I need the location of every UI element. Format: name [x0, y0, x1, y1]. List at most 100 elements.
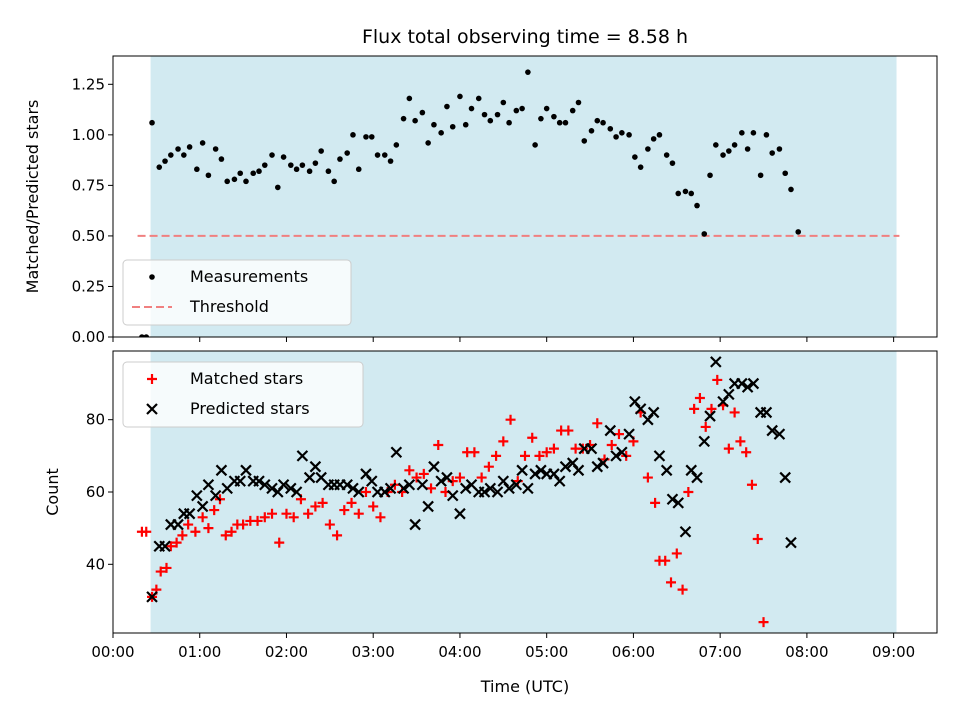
predicted-star-point	[296, 450, 309, 462]
measurement-point	[562, 119, 569, 126]
predicted-star-point	[259, 478, 271, 491]
matched-star-point	[353, 508, 364, 519]
measurement-point	[331, 178, 337, 185]
matched-star-point	[729, 407, 740, 418]
matched-star-point	[418, 468, 429, 479]
measurement-point	[494, 111, 501, 118]
measurement-point	[688, 190, 695, 197]
measurement-point	[181, 152, 187, 158]
measurement-point	[224, 178, 231, 185]
matched-star-point	[226, 526, 237, 537]
measurement-point	[782, 170, 789, 177]
predicted-star-point	[679, 525, 692, 538]
measurement-point	[556, 119, 563, 126]
predicted-star-point	[616, 446, 628, 459]
x-axis-label: Time (UTC)	[480, 677, 569, 696]
predicted-star-point	[172, 518, 184, 531]
measurement-point	[199, 140, 206, 146]
measurement-point	[438, 130, 444, 136]
measurement-point	[575, 99, 582, 106]
measurement-point	[449, 123, 456, 130]
measurement-point	[763, 132, 770, 138]
x-tick-label: 01:00	[178, 643, 221, 661]
matched-star-point	[746, 479, 757, 490]
y-tick-label: 1.00	[72, 126, 105, 144]
predicted-star-point	[303, 471, 316, 484]
measurement-point	[156, 164, 163, 170]
predicted-star-point	[704, 410, 716, 422]
matched-star-point	[197, 512, 208, 523]
matched-star-point	[317, 497, 328, 508]
predicted-star-point	[234, 475, 246, 487]
measurement-point	[650, 136, 657, 142]
predicted-star-point	[773, 428, 786, 440]
measurement-point	[243, 178, 249, 185]
matched-star-point	[339, 505, 350, 516]
matched-star-point	[476, 472, 487, 483]
measurement-point	[344, 150, 350, 156]
matched-star-point	[613, 429, 624, 440]
measurement-point	[212, 146, 219, 152]
predicted-star-point	[240, 464, 252, 477]
matched-star-point	[375, 512, 386, 523]
measurement-point	[543, 105, 550, 112]
predicted-star-point	[553, 475, 566, 487]
measurement-point	[162, 158, 168, 164]
matched-star-point	[483, 461, 494, 472]
y-tick-label: 0.00	[72, 328, 105, 346]
legend: Measurements Threshold	[122, 259, 352, 326]
predicted-star-point	[435, 475, 447, 487]
matched-star-point	[183, 519, 194, 530]
predicted-star-point	[779, 471, 791, 484]
predicted-star-point	[647, 406, 660, 419]
matched-star-point	[491, 450, 502, 461]
legend-label: Matched stars	[190, 369, 303, 388]
measurement-point	[600, 119, 606, 126]
predicted-star-point	[352, 486, 365, 498]
matched-star-point	[683, 487, 694, 497]
matched-star-point	[426, 483, 437, 494]
matched-star-point	[712, 374, 723, 385]
y-axis-label: Matched/Predicted stars	[23, 100, 42, 294]
predicted-star-point	[736, 377, 748, 390]
panel-flux-ratio: 0.00 0.25 0.50 0.75 1.00 1.25 Flux total obser…	[23, 26, 938, 346]
matched-star-point	[548, 443, 559, 454]
matched-star-point	[252, 515, 263, 526]
predicted-star-point	[196, 500, 209, 513]
measurement-point	[288, 162, 294, 168]
measurement-point	[168, 152, 174, 158]
matched-star-point	[259, 512, 270, 523]
predicted-star-point	[416, 478, 429, 491]
measurement-point	[400, 115, 407, 122]
matched-star-point	[303, 508, 314, 519]
measurement-point	[769, 150, 775, 156]
measurement-point	[569, 107, 576, 114]
legend-label: Predicted stars	[190, 399, 310, 418]
predicted-star-point	[653, 450, 666, 462]
matched-star-point	[324, 519, 335, 530]
measurement-point	[374, 152, 381, 158]
measurement-point	[757, 172, 764, 179]
measurement-point	[325, 168, 332, 175]
measurement-point	[312, 160, 319, 166]
measurement-point	[250, 170, 257, 177]
matched-star-point	[689, 403, 700, 414]
matched-star-point	[700, 421, 711, 432]
predicted-star-point	[597, 457, 609, 469]
matched-star-point	[563, 425, 574, 436]
legend-dot-marker	[149, 274, 155, 280]
legend-box	[122, 259, 352, 326]
predicted-star-point	[446, 489, 459, 502]
predicted-star-point	[766, 424, 778, 437]
matched-star-point	[267, 508, 278, 519]
matched-star-point	[433, 440, 444, 450]
matched-star-point	[642, 472, 653, 483]
predicted-star-point	[390, 446, 403, 459]
legend-box	[122, 361, 364, 428]
panel-star-counts: 40 60 80 00:00 01:00 02:00 03:00 04:00 05:00 06:0…	[43, 350, 938, 696]
predicted-star-point	[585, 442, 598, 455]
y-tick-label: 80	[86, 411, 105, 429]
y-tick-label: 40	[86, 555, 105, 573]
x-tick-label: 04:00	[438, 643, 481, 661]
matched-star-point	[520, 450, 530, 461]
